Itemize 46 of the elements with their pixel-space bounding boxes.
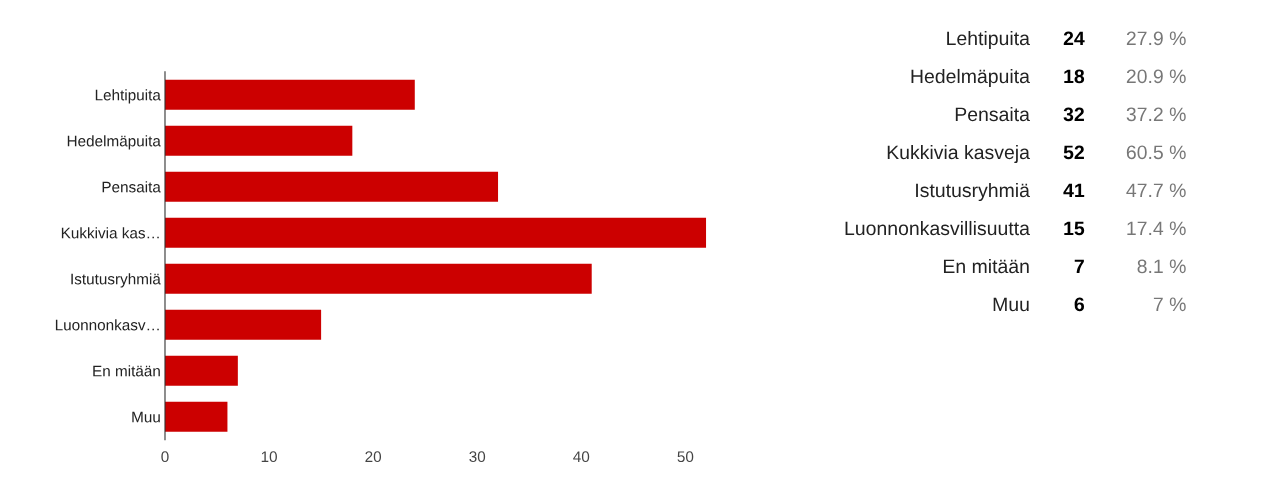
data-label: 52 [1063, 145, 1084, 160]
text: 37.2 % [1126, 107, 1186, 122]
bar [164, 217, 707, 248]
category-label: Pensaita [955, 106, 1030, 122]
text: 60.5 % [1126, 145, 1186, 160]
x-tick-label: 30 [469, 451, 486, 463]
bar [164, 401, 228, 432]
text: 8.1 % [1137, 259, 1186, 274]
data-label: 24 [1063, 31, 1085, 46]
data-label: 7 [1074, 259, 1084, 274]
category-label: Lehtipuita [947, 30, 1030, 50]
text: 27.9 % [1126, 31, 1186, 46]
y-tick-label: Lehtipuita [95, 89, 161, 104]
y-tick-label: Luonnonkasv… [55, 319, 159, 331]
bar [164, 263, 592, 294]
x-tick-label: 20 [365, 451, 382, 463]
category-label: Hedelmäpuita [911, 68, 1030, 88]
text: 17.4 % [1127, 221, 1186, 236]
data-label: 32 [1063, 107, 1084, 122]
text: 20.9 % [1126, 69, 1186, 84]
x-tick-label: 10 [261, 451, 277, 463]
bar [164, 125, 353, 156]
data-label: 18 [1064, 69, 1085, 84]
bar [164, 309, 322, 340]
category-label: Istutusryhmiä [916, 182, 1030, 202]
category-label: En mitään [943, 258, 1029, 274]
bar [164, 79, 415, 110]
y-tick-label: Muu [132, 411, 160, 423]
data-label: 15 [1064, 221, 1085, 236]
x-tick-label: 0 [161, 451, 169, 463]
bar [164, 171, 499, 202]
y-tick-label: Istutusryhmiä [71, 273, 161, 288]
y-tick-label: Pensaita [102, 181, 161, 193]
data-label: 6 [1074, 297, 1085, 312]
x-tick-label: 40 [573, 451, 590, 463]
category-label: Kukkivia kasveja [887, 144, 1030, 164]
text: 47.7 % [1126, 183, 1186, 198]
y-tick-label: Kukkivia kas… [61, 227, 159, 239]
data-label: 41 [1063, 183, 1085, 198]
text: 7 % [1153, 297, 1186, 312]
y-tick-label: Hedelmäpuita [67, 135, 161, 150]
category-label: Muu [993, 297, 1029, 312]
x-tick-label: 50 [677, 451, 694, 463]
y-tick-label: En mitään [93, 365, 160, 377]
category-label: Luonnonkasvillisuutta [845, 220, 1030, 236]
bar [164, 355, 238, 386]
